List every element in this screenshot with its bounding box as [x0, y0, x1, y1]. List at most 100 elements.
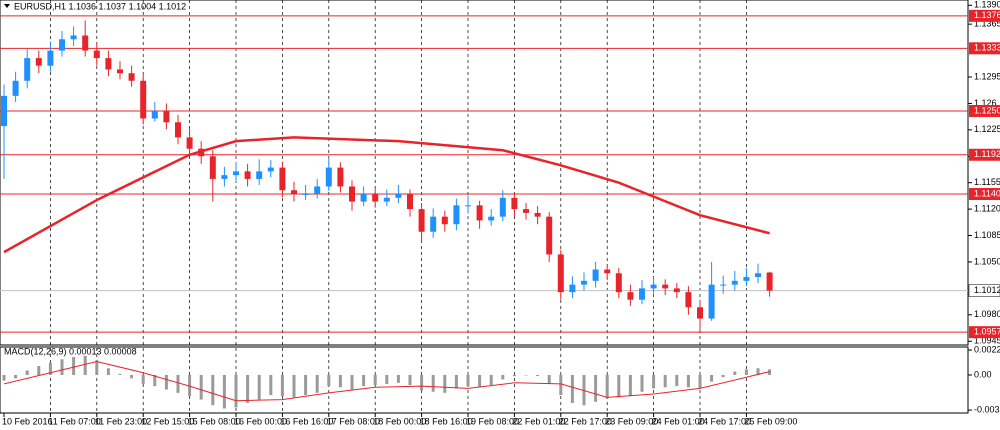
histogram-bar	[559, 374, 563, 396]
candle-body	[581, 280, 587, 285]
current-price-box	[968, 284, 1000, 297]
y-tick-label: 1.1365	[974, 19, 1000, 29]
x-tick-label: 18 Feb 16:00	[420, 416, 473, 426]
candle-body	[337, 167, 344, 187]
candle-body	[175, 122, 181, 138]
candle-body	[523, 209, 529, 213]
level-label: 1.1333	[974, 43, 1000, 53]
signal-line	[3, 361, 770, 402]
histogram-bar	[628, 374, 632, 397]
histogram-bar	[663, 374, 667, 388]
histogram-bar	[408, 374, 412, 386]
candle-body	[407, 194, 413, 210]
candle-body	[546, 216, 553, 255]
x-tick-label: 18 Feb 00:00	[373, 416, 426, 426]
candle-body	[151, 110, 158, 119]
histogram-bar	[570, 374, 574, 403]
histogram-bar	[304, 374, 308, 396]
candle-body	[650, 284, 657, 289]
y-tick-label: 1.1225	[974, 124, 1000, 134]
x-tick-label: 24 Feb 17:00	[698, 416, 751, 426]
candle-body	[453, 205, 460, 225]
histogram-bar	[547, 374, 551, 384]
candle-body	[279, 167, 286, 191]
level-box	[969, 104, 1000, 117]
level-box	[969, 42, 1000, 55]
candle-body	[627, 292, 634, 300]
x-tick-label: 22 Feb 17:00	[559, 416, 612, 426]
y-tick-label: 1.0945	[974, 336, 1000, 346]
candle-body	[511, 197, 518, 210]
histogram-bar	[536, 374, 540, 377]
candle-body	[314, 186, 321, 195]
candle-body	[24, 58, 31, 81]
candle-body	[186, 137, 193, 149]
histogram-bar	[744, 369, 748, 375]
histogram-bar	[141, 374, 145, 384]
histogram-bar	[454, 374, 458, 389]
current-price-label: 1.1012	[974, 285, 1000, 295]
candle-body	[395, 194, 402, 198]
main-frame	[0, 0, 969, 346]
candle-body	[128, 73, 135, 81]
histogram-bar	[48, 362, 52, 375]
macd-frame	[0, 346, 969, 414]
x-tick-label: 17 Feb 08:00	[327, 416, 380, 426]
y-tick-label: 1.1085	[974, 230, 1000, 240]
x-tick-label: 16 Feb 16:00	[280, 416, 333, 426]
candle-body	[476, 205, 483, 221]
histogram-bar	[130, 374, 134, 379]
y-tick-label: 1.0980	[974, 309, 1000, 319]
y-tick-label: 0.00223	[974, 344, 1000, 354]
histogram-bar	[466, 374, 470, 387]
x-tick-label: 25 Feb 09:00	[744, 416, 797, 426]
histogram-bar	[512, 374, 516, 377]
histogram-bar	[246, 374, 250, 403]
candle-body	[349, 186, 355, 202]
histogram-bar	[396, 374, 400, 383]
candle-body	[662, 284, 669, 289]
candle-body	[383, 197, 390, 202]
histogram-bar	[733, 371, 737, 375]
histogram-bar	[106, 368, 110, 375]
histogram-bar	[153, 374, 157, 387]
histogram-bar	[25, 370, 29, 375]
candle-body	[267, 167, 274, 172]
candle-body	[465, 205, 471, 207]
y-tick-label: 1.1390	[974, 0, 1000, 10]
candle-body	[418, 209, 425, 232]
histogram-bar	[327, 374, 331, 387]
candle-body	[639, 288, 645, 300]
histogram-bar	[164, 374, 168, 390]
candle-body	[221, 175, 228, 179]
histogram-bar	[350, 374, 354, 390]
histogram-bar	[280, 374, 284, 397]
candle-body	[488, 216, 495, 221]
x-tick-label: 15 Feb 08:00	[188, 416, 241, 426]
candle-body	[47, 50, 54, 66]
histogram-bar	[2, 374, 6, 381]
histogram-bar	[385, 374, 389, 384]
histogram-bar	[710, 374, 714, 382]
histogram-bar	[652, 374, 656, 389]
candle-body	[569, 284, 576, 293]
histogram-bar	[686, 374, 690, 388]
histogram-bar	[698, 374, 702, 389]
candle-body	[291, 190, 297, 195]
histogram-bar	[211, 374, 215, 406]
histogram-bar	[640, 374, 644, 392]
histogram-bar	[234, 374, 238, 408]
histogram-bar	[83, 355, 87, 375]
x-tick-label: 16 Feb 00:00	[234, 416, 287, 426]
level-box	[969, 148, 1000, 161]
level-label: 1.1192	[974, 149, 1000, 159]
histogram-bar	[594, 374, 598, 402]
x-tick-label: 22 Feb 01:00	[512, 416, 565, 426]
histogram-bar	[489, 374, 493, 386]
histogram-bar	[37, 366, 41, 375]
histogram-bar	[617, 374, 621, 398]
candle-body	[499, 197, 506, 217]
level-box	[969, 188, 1000, 201]
candle-body	[673, 288, 680, 293]
candle-body	[1, 95, 7, 127]
